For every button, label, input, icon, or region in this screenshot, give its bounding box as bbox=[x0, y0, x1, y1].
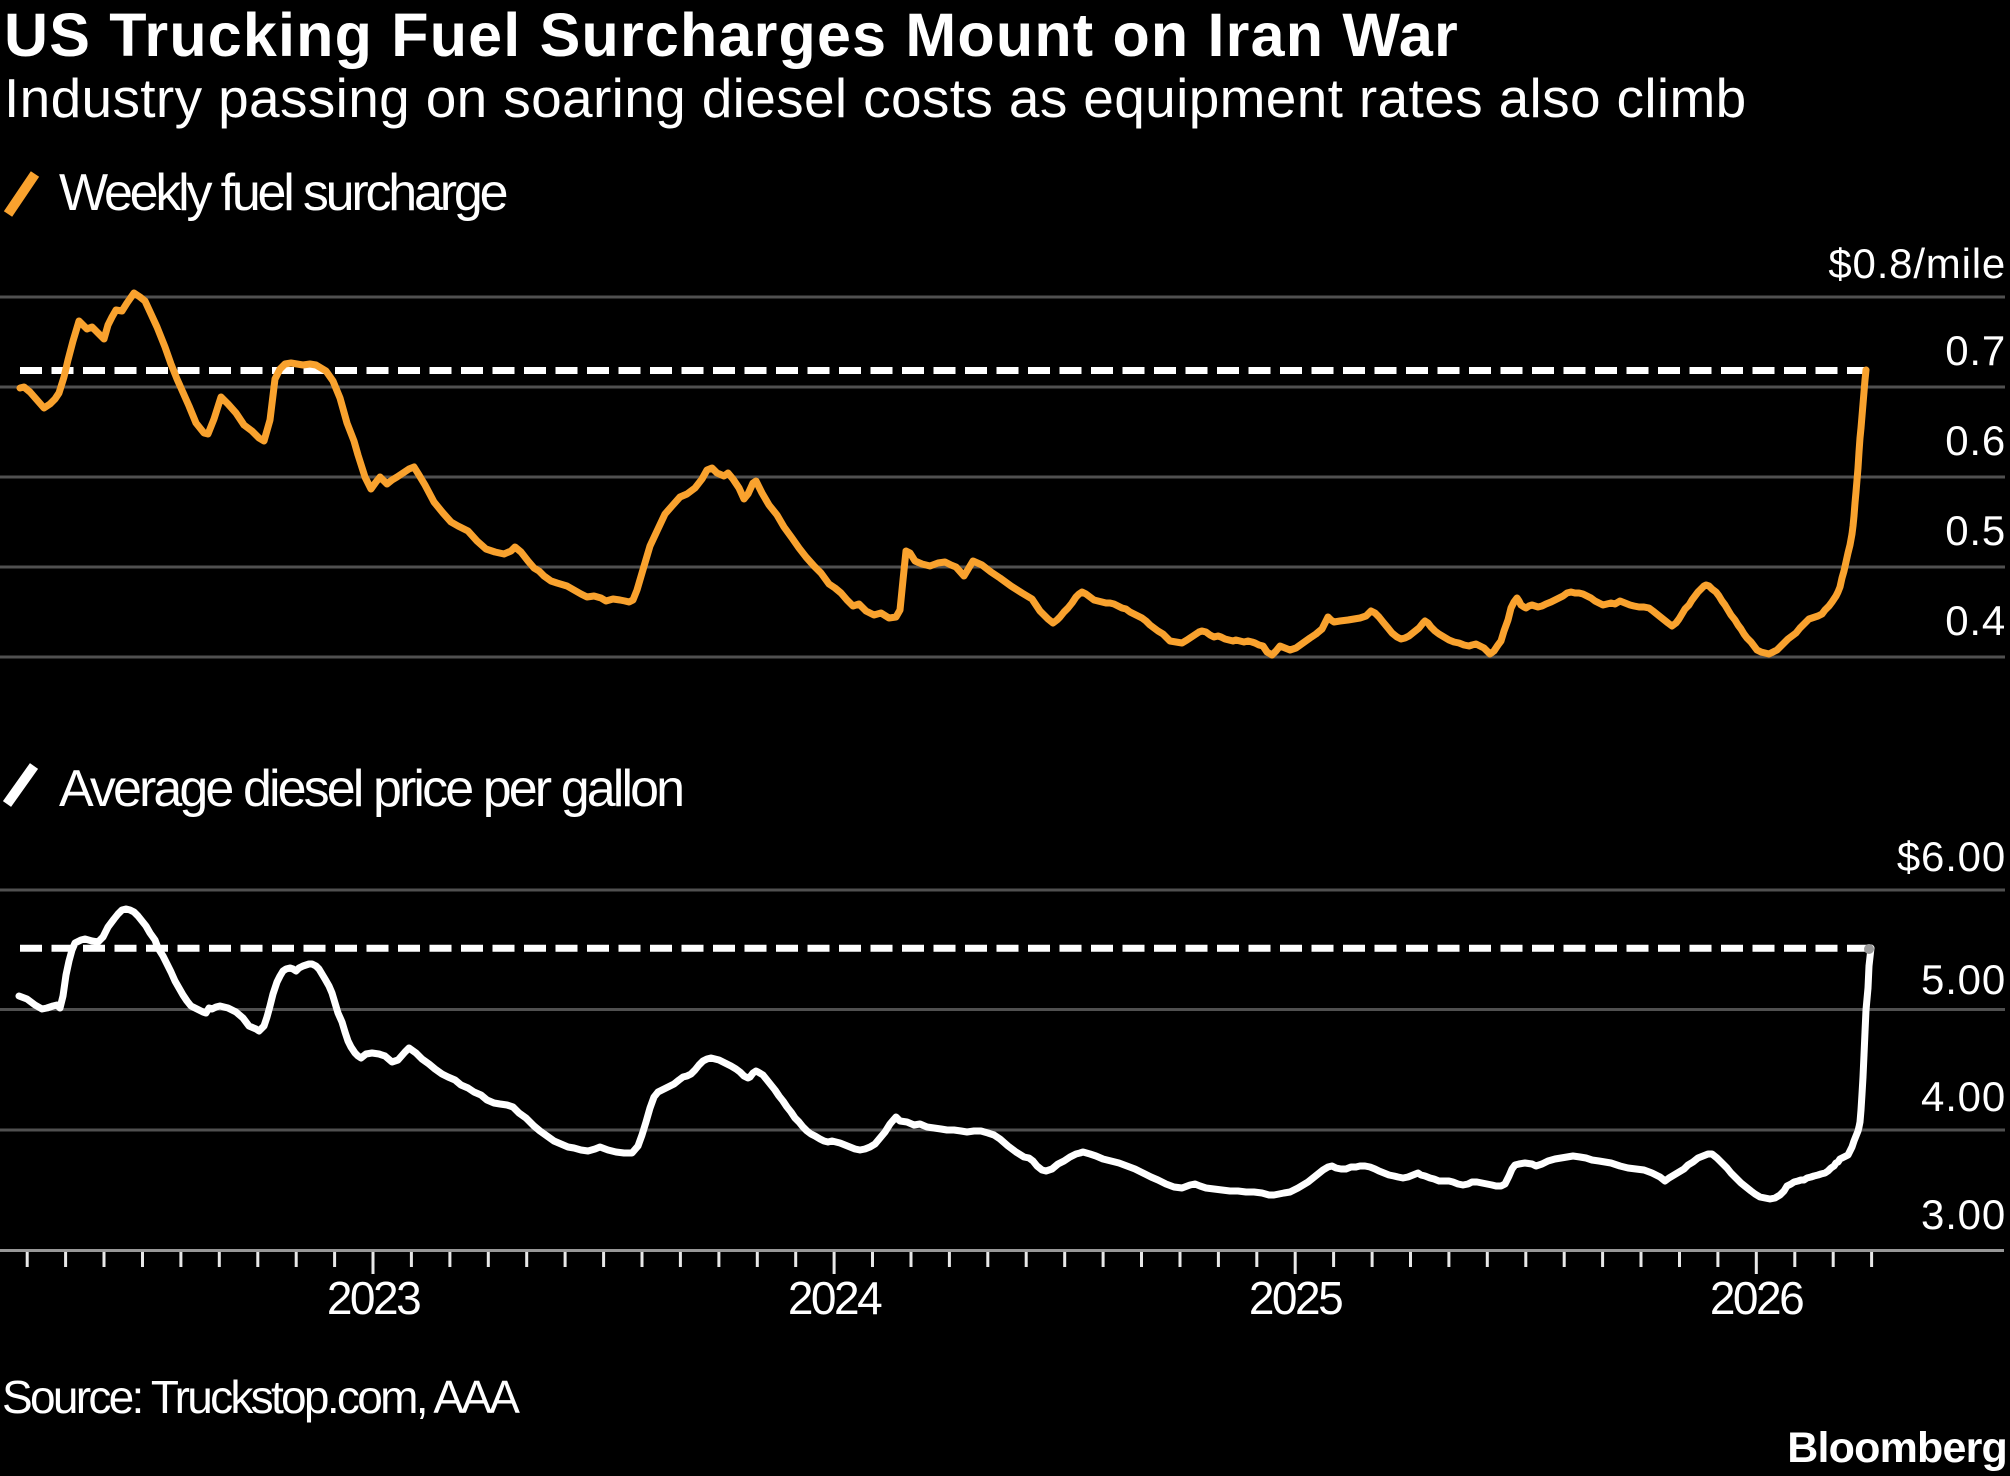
svg-text:0.6: 0.6 bbox=[1945, 417, 2006, 464]
svg-text:Source: Truckstop.com, AAA: Source: Truckstop.com, AAA bbox=[2, 1371, 520, 1423]
svg-text:2024: 2024 bbox=[788, 1272, 882, 1324]
svg-text:Bloomberg: Bloomberg bbox=[1787, 1424, 2007, 1472]
svg-text:2026: 2026 bbox=[1710, 1272, 1803, 1324]
svg-text:3.00: 3.00 bbox=[1921, 1191, 2006, 1238]
svg-text:4.00: 4.00 bbox=[1921, 1073, 2006, 1120]
svg-text:0.5: 0.5 bbox=[1945, 507, 2006, 554]
svg-text:Industry passing on soaring di: Industry passing on soaring diesel costs… bbox=[4, 67, 1747, 129]
svg-text:$0.8/mile: $0.8/mile bbox=[1828, 240, 2006, 287]
svg-text:0.4: 0.4 bbox=[1945, 597, 2006, 644]
svg-text:US Trucking Fuel Surcharges Mo: US Trucking Fuel Surcharges Mount on Ira… bbox=[4, 1, 1459, 69]
svg-text:Weekly fuel surcharge: Weekly fuel surcharge bbox=[59, 164, 507, 222]
svg-text:Average diesel price per gallo: Average diesel price per gallon bbox=[59, 760, 682, 818]
svg-text:2025: 2025 bbox=[1249, 1272, 1342, 1324]
svg-text:0.7: 0.7 bbox=[1945, 327, 2006, 374]
svg-text:5.00: 5.00 bbox=[1921, 956, 2006, 1003]
svg-text:$6.00: $6.00 bbox=[1897, 833, 2006, 880]
svg-text:2023: 2023 bbox=[327, 1272, 420, 1324]
